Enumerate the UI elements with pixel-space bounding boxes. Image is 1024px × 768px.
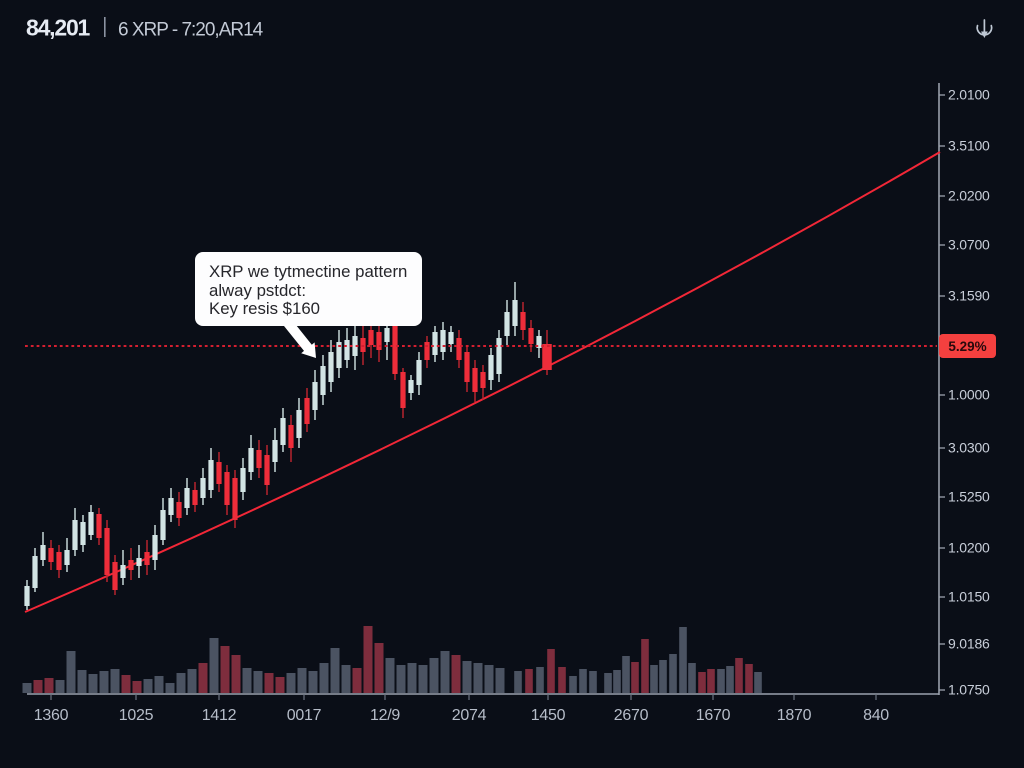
- svg-text:840: 840: [863, 707, 889, 724]
- svg-text:3.5100: 3.5100: [948, 138, 990, 154]
- svg-text:5.29%: 5.29%: [948, 339, 986, 354]
- svg-text:XRP we tytmectine pattern: XRP we tytmectine pattern: [209, 262, 407, 281]
- svg-text:6 XRP - 7:20,AR14: 6 XRP - 7:20,AR14: [118, 20, 264, 41]
- svg-text:1670: 1670: [696, 707, 731, 724]
- svg-text:2.0100: 2.0100: [948, 87, 990, 103]
- svg-text:1025: 1025: [119, 707, 154, 724]
- svg-text:Key resis $160: Key resis $160: [209, 299, 320, 318]
- svg-text:1.0200: 1.0200: [948, 540, 990, 556]
- svg-text:9.0186: 9.0186: [948, 636, 990, 652]
- svg-text:3.0700: 3.0700: [948, 237, 990, 253]
- svg-text:0017: 0017: [287, 707, 322, 724]
- svg-text:84,201: 84,201: [26, 15, 91, 41]
- svg-text:1.0150: 1.0150: [948, 589, 990, 605]
- svg-text:alway pstdct:: alway pstdct:: [209, 281, 306, 300]
- svg-text:2670: 2670: [614, 707, 649, 724]
- svg-text:2.0200: 2.0200: [948, 188, 990, 204]
- svg-text:3.1590: 3.1590: [948, 288, 990, 304]
- svg-text:12/9: 12/9: [370, 707, 400, 724]
- svg-text:3.0300: 3.0300: [948, 440, 990, 456]
- svg-text:2074: 2074: [452, 707, 487, 724]
- svg-text:1.5250: 1.5250: [948, 489, 990, 505]
- svg-text:1870: 1870: [777, 707, 812, 724]
- svg-text:1360: 1360: [34, 707, 69, 724]
- svg-text:1450: 1450: [531, 707, 566, 724]
- svg-text:1.0000: 1.0000: [948, 387, 990, 403]
- svg-text:1412: 1412: [202, 707, 237, 724]
- svg-text:1.0750: 1.0750: [948, 682, 990, 698]
